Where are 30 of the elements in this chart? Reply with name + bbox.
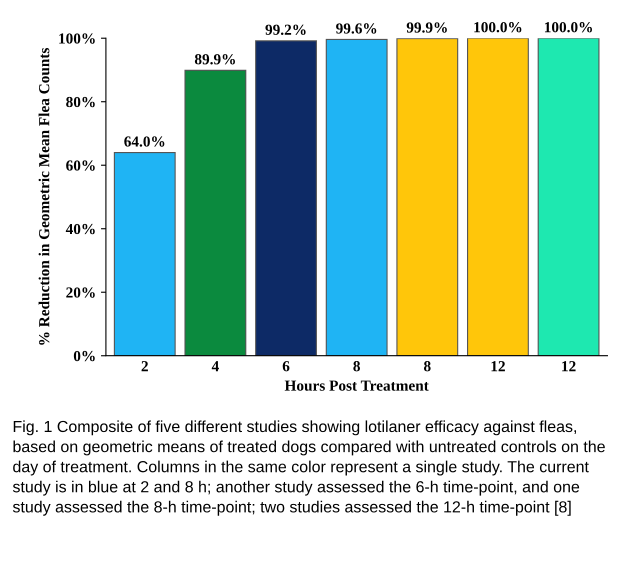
x-tick-label: 12 xyxy=(562,361,576,372)
y-axis-title: % Reduction in Geometric Mean Flea Counts xyxy=(38,48,50,345)
data-label: 99.2% xyxy=(265,24,306,35)
data-label: 100.0% xyxy=(474,22,522,32)
bar xyxy=(114,152,176,356)
data-label: 99.9% xyxy=(406,22,447,33)
bar xyxy=(184,70,246,356)
bar xyxy=(467,38,529,356)
y-tick-label: 0% xyxy=(74,350,95,362)
x-axis-title: Hours Post Treatment xyxy=(284,380,429,391)
x-tick-label: 8 xyxy=(353,361,360,372)
data-label: 99.6% xyxy=(336,23,376,34)
bar xyxy=(255,40,317,356)
bar xyxy=(396,38,458,356)
data-label: 100.0% xyxy=(544,22,592,32)
y-tick-label: 40% xyxy=(66,224,95,234)
x-tick-label: 4 xyxy=(212,361,219,372)
y-tick-label: 80% xyxy=(66,96,95,108)
x-tick-label: 8 xyxy=(424,361,431,372)
y-tick-label: 60% xyxy=(66,160,95,171)
bar xyxy=(538,38,600,356)
x-tick-label: 12 xyxy=(492,361,505,372)
caption: Fig. 1 Composite of five different studies showing lotilaner efficacy against fleas, based on geometric means of treated dogs compared with untreated controls on the day of treatment. Columns in the same color represent a single study. The current study is in blue at 2 and 8 h; another study assessed the 6-h time-point, and one study assessed the 8-h time-point; two studies assessed the 12-h time-point [8] xyxy=(12,420,605,516)
y-tick-label: 100% xyxy=(59,33,95,44)
data-label: 64.0% xyxy=(124,136,164,147)
x-tick-label: 6 xyxy=(282,361,290,372)
x-tick-label: 2 xyxy=(142,361,148,372)
y-tick-label: 20% xyxy=(66,287,95,298)
bar xyxy=(326,38,388,356)
data-label: 89.9% xyxy=(194,54,235,64)
